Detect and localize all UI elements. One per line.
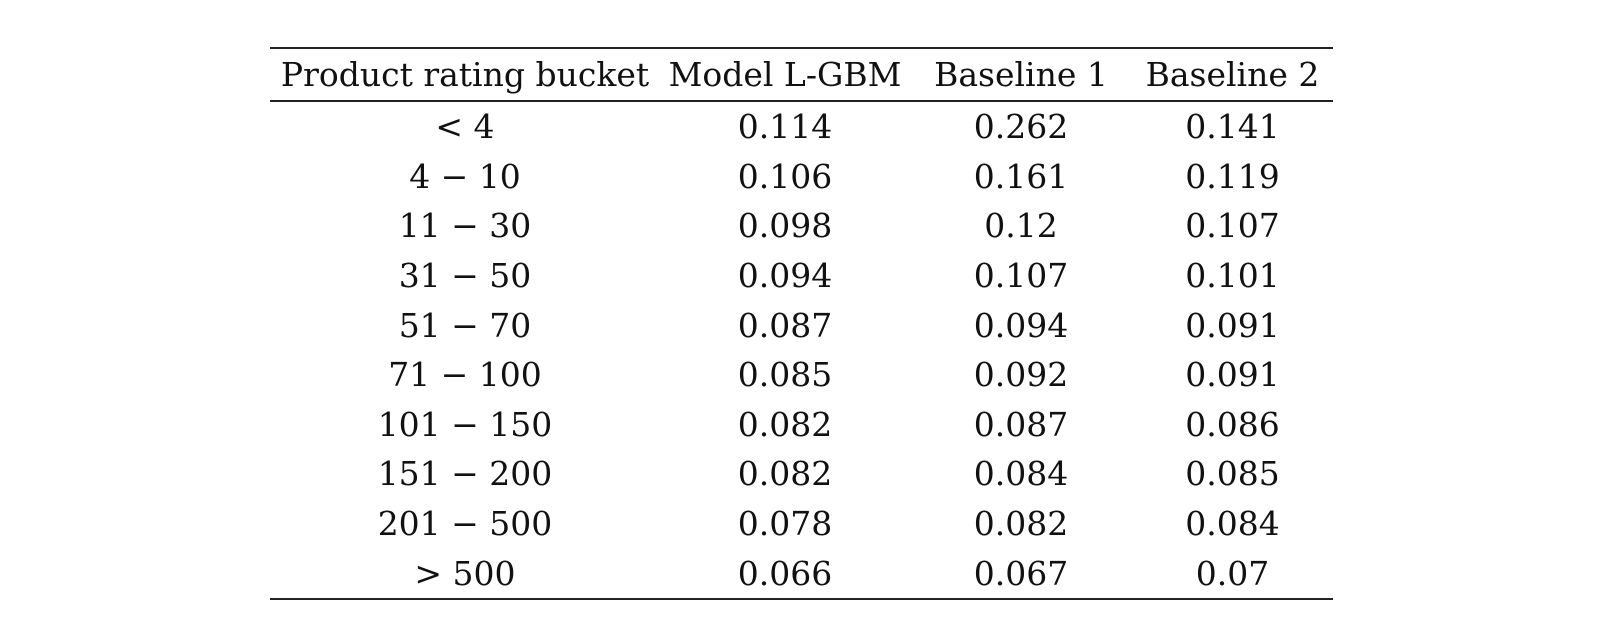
table-row: 11 − 30 0.098 0.12 0.107 [270, 201, 1333, 251]
table-row: 4 − 10 0.106 0.161 0.119 [270, 152, 1333, 202]
cell-model-lgbm: 0.106 [737, 156, 833, 196]
cell-baseline-1: 0.12 [984, 206, 1058, 246]
cell-model-lgbm: 0.085 [737, 355, 833, 395]
cell-baseline-1: 0.082 [973, 504, 1069, 544]
cell-model-lgbm: 0.066 [737, 553, 833, 593]
cell-model-lgbm: 0.094 [737, 256, 833, 296]
table-body: < 4 0.114 0.262 0.141 4 − 10 0.106 0.161… [270, 101, 1333, 599]
cell-bucket: 51 − 70 [398, 305, 532, 345]
cell-bucket: 151 − 200 [377, 454, 553, 494]
cell-baseline-1: 0.094 [973, 305, 1069, 345]
cell-baseline-2: 0.084 [1185, 504, 1280, 544]
cell-model-lgbm: 0.087 [737, 305, 833, 345]
cell-model-lgbm: 0.078 [737, 504, 833, 544]
cell-model-lgbm: 0.082 [737, 454, 833, 494]
cell-model-lgbm: 0.114 [737, 107, 833, 147]
cell-bucket: > 500 [414, 553, 516, 593]
cell-baseline-2: 0.086 [1185, 404, 1280, 444]
header-model-lgbm: Model L-GBM [668, 55, 902, 94]
cell-baseline-1: 0.092 [973, 355, 1069, 395]
cell-model-lgbm: 0.082 [737, 404, 833, 444]
table-header: Product rating bucket Model L-GBM Baseli… [270, 48, 1333, 101]
cell-baseline-1: 0.262 [973, 107, 1069, 147]
cell-baseline-2: 0.141 [1185, 107, 1280, 147]
table-row: 101 − 150 0.082 0.087 0.086 [270, 400, 1333, 450]
cell-baseline-1: 0.067 [973, 553, 1069, 593]
cell-bucket: 71 − 100 [388, 355, 542, 395]
cell-baseline-2: 0.091 [1185, 355, 1280, 395]
table-row: 151 − 200 0.082 0.084 0.085 [270, 449, 1333, 499]
cell-baseline-2: 0.101 [1185, 256, 1280, 296]
cell-baseline-1: 0.084 [973, 454, 1069, 494]
table-row: < 4 0.114 0.262 0.141 [270, 101, 1333, 152]
cell-baseline-1: 0.087 [973, 404, 1069, 444]
table-row: > 500 0.066 0.067 0.07 [270, 548, 1333, 599]
cell-bucket: 4 − 10 [409, 156, 521, 196]
cell-bucket: 11 − 30 [398, 206, 532, 246]
header-baseline-1: Baseline 1 [934, 55, 1108, 94]
table-row: 31 − 50 0.094 0.107 0.101 [270, 251, 1333, 301]
cell-baseline-2: 0.107 [1185, 206, 1280, 246]
cell-baseline-1: 0.161 [973, 156, 1069, 196]
results-table-container: Product rating bucket Model L-GBM Baseli… [270, 47, 1333, 600]
table-row: 51 − 70 0.087 0.094 0.091 [270, 300, 1333, 350]
header-baseline-2: Baseline 2 [1145, 55, 1320, 94]
table-row: 71 − 100 0.085 0.092 0.091 [270, 350, 1333, 400]
results-table: Product rating bucket Model L-GBM Baseli… [270, 47, 1333, 600]
cell-baseline-2: 0.119 [1185, 156, 1280, 196]
cell-bucket: 101 − 150 [377, 404, 553, 444]
header-row: Product rating bucket Model L-GBM Baseli… [270, 48, 1333, 101]
cell-bucket: 201 − 500 [377, 504, 553, 544]
cell-model-lgbm: 0.098 [737, 206, 833, 246]
cell-baseline-2: 0.091 [1185, 305, 1280, 345]
cell-baseline-1: 0.107 [973, 256, 1069, 296]
table-row: 201 − 500 0.078 0.082 0.084 [270, 499, 1333, 549]
cell-bucket: < 4 [435, 107, 495, 147]
cell-baseline-2: 0.07 [1195, 553, 1270, 593]
header-rating-bucket: Product rating bucket [280, 55, 650, 94]
cell-bucket: 31 − 50 [398, 256, 532, 296]
cell-baseline-2: 0.085 [1185, 454, 1280, 494]
